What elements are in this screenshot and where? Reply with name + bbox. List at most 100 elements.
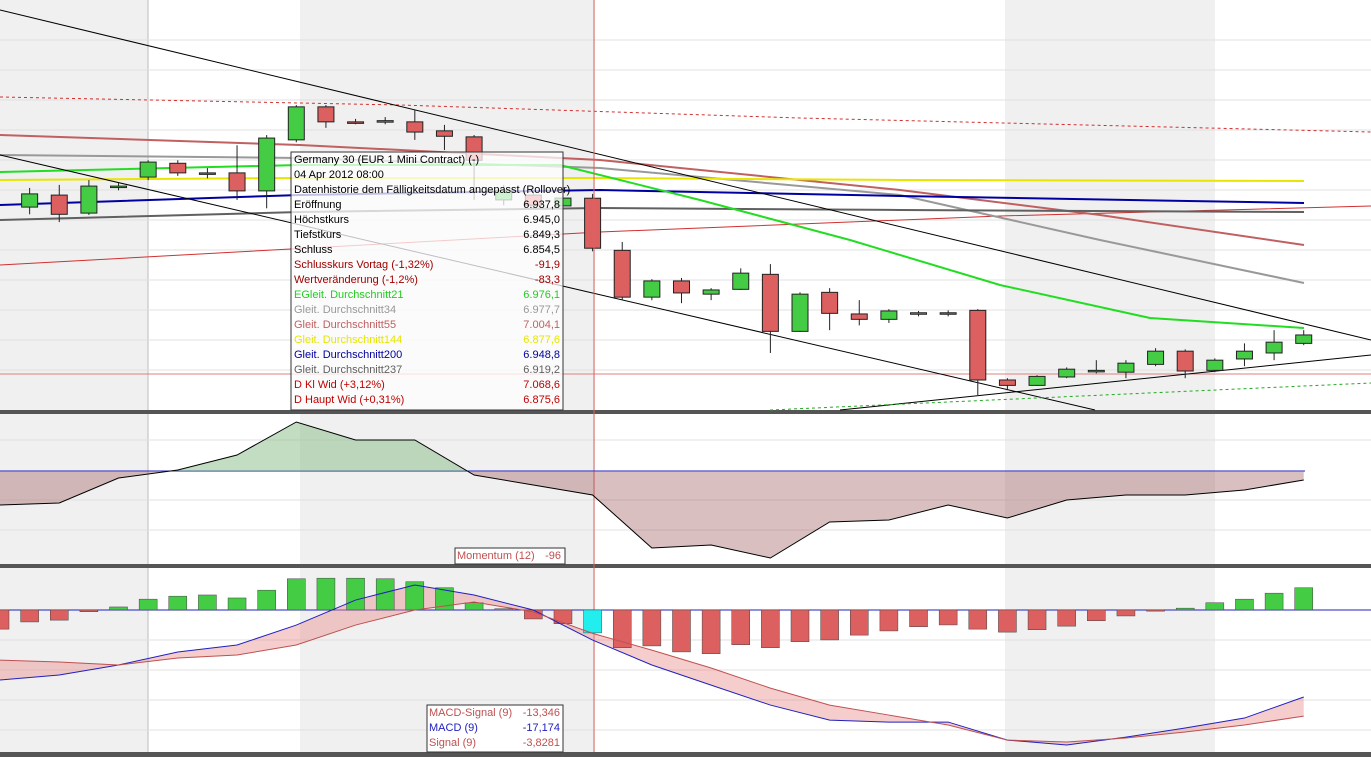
candle-body bbox=[347, 121, 365, 124]
tooltip-row-label: Gleit. Durchschnitt237 bbox=[294, 364, 402, 376]
tooltip-row-label: Schluss bbox=[294, 244, 333, 256]
candle-body bbox=[702, 289, 720, 295]
tooltip-title: Germany 30 (EUR 1 Mini Contract) (-) bbox=[294, 154, 479, 166]
candle-body bbox=[939, 312, 957, 315]
candle-body bbox=[50, 194, 68, 215]
candle-body bbox=[198, 172, 216, 175]
histogram-bar bbox=[1027, 609, 1047, 630]
candle-body bbox=[21, 193, 39, 208]
tooltip-row-label: Höchstkurs bbox=[294, 214, 350, 226]
signal-line bbox=[0, 601, 1304, 743]
tooltip-row-label: Tiefstkurs bbox=[294, 229, 342, 241]
candle-body bbox=[435, 130, 453, 137]
histogram-bar bbox=[0, 609, 10, 630]
candle-body bbox=[1117, 362, 1135, 373]
histogram-bar bbox=[168, 595, 188, 611]
histogram-bar bbox=[1235, 598, 1254, 611]
candle-body bbox=[139, 161, 157, 178]
candle-body bbox=[910, 312, 928, 315]
candle-body bbox=[672, 280, 690, 294]
macd-legend-box bbox=[426, 704, 564, 753]
candle-body bbox=[406, 121, 424, 133]
macd-line bbox=[0, 584, 1304, 746]
macd-legend-label: Signal (9) bbox=[429, 737, 476, 749]
momentum-area-negative bbox=[0, 471, 1304, 558]
candle-body bbox=[258, 137, 276, 192]
histogram-bar bbox=[672, 609, 691, 653]
candle-body bbox=[998, 379, 1016, 386]
histogram-bar bbox=[553, 609, 573, 624]
tooltip-row-label: Eröffnung bbox=[294, 199, 342, 211]
candle-body bbox=[880, 310, 898, 320]
candle-body bbox=[287, 106, 305, 141]
histogram-bar bbox=[109, 606, 128, 611]
tooltip-date: 04 Apr 2012 08:00 bbox=[294, 169, 384, 181]
candle-body bbox=[110, 185, 128, 189]
candle-body bbox=[1087, 369, 1105, 373]
histogram-bar bbox=[1294, 587, 1313, 611]
candle-body bbox=[969, 309, 987, 381]
macd-legend-value: -17,174 bbox=[523, 722, 560, 734]
histogram-bar bbox=[1087, 609, 1106, 621]
candle-body bbox=[1295, 334, 1313, 344]
candle-body bbox=[1147, 350, 1165, 365]
momentum-legend-box bbox=[454, 547, 566, 565]
tooltip-row-label: Wertveränderung (-1,2%) bbox=[294, 274, 418, 286]
tooltip-row-label: D Kl Wid (+3,12%) bbox=[294, 379, 385, 391]
histogram-bar bbox=[1146, 609, 1165, 612]
candle-body bbox=[1058, 368, 1076, 378]
histogram-bar bbox=[257, 589, 276, 611]
tooltip-row-value: 6.875,6 bbox=[523, 394, 560, 406]
histogram-bar bbox=[227, 597, 247, 611]
momentum-legend-label: Momentum (12) bbox=[457, 550, 535, 562]
histogram-bar bbox=[138, 598, 158, 611]
histogram-bar bbox=[20, 609, 39, 623]
tooltip: Germany 30 (EUR 1 Mini Contract) (-) 04 … bbox=[290, 151, 570, 411]
histogram-bar bbox=[464, 602, 484, 611]
candle-body bbox=[584, 197, 602, 249]
histogram-bar bbox=[938, 609, 958, 626]
histogram-bar bbox=[701, 609, 721, 654]
tooltip-row-label: Gleit. Durchschnitt34 bbox=[294, 304, 396, 316]
tooltip-row-label: D Haupt Wid (+0,31%) bbox=[294, 394, 404, 406]
tooltip-row-value: -91,9 bbox=[535, 259, 560, 271]
histogram-bar bbox=[968, 609, 988, 630]
histogram-bar bbox=[1057, 609, 1076, 627]
candle-body bbox=[613, 249, 631, 298]
tooltip-row-label: Gleit. Durchschnitt200 bbox=[294, 349, 402, 361]
histogram-bar bbox=[790, 609, 810, 642]
tooltip-row-value: 6.976,1 bbox=[523, 289, 560, 301]
candle-body bbox=[317, 106, 335, 123]
histogram-bar bbox=[494, 608, 513, 611]
candle-body bbox=[850, 313, 868, 320]
histogram-bar bbox=[287, 578, 306, 611]
histogram-bar bbox=[998, 609, 1017, 633]
candle-body bbox=[376, 120, 394, 123]
histogram-bar bbox=[435, 587, 454, 611]
histogram-bar bbox=[731, 609, 750, 645]
tooltip-row-value: 6.937,8 bbox=[523, 199, 560, 211]
candle-body bbox=[732, 272, 750, 290]
candle-body bbox=[169, 162, 187, 174]
candle-body bbox=[1235, 350, 1253, 360]
histogram-bar bbox=[79, 609, 99, 613]
histogram-bar bbox=[909, 609, 928, 627]
tooltip-row-value: 6.919,2 bbox=[523, 364, 560, 376]
momentum-line bbox=[0, 421, 1304, 559]
tooltip-row-value: 6.945,0 bbox=[523, 214, 560, 226]
histogram-bar bbox=[1116, 609, 1136, 617]
tooltip-row-label: Schlusskurs Vortag (-1,32%) bbox=[294, 259, 433, 271]
tooltip-row-label: Gleit. Durchschnitt55 bbox=[294, 319, 396, 331]
tooltip-row-value: 7.068,6 bbox=[523, 379, 560, 391]
candle-body bbox=[80, 185, 98, 214]
macd-legend-value: -3,8281 bbox=[523, 737, 560, 749]
histogram-bar bbox=[583, 609, 602, 634]
histogram-bar bbox=[1264, 592, 1284, 611]
momentum-area-positive bbox=[0, 422, 1304, 471]
tooltip-row-value: 6.877,6 bbox=[523, 334, 560, 346]
histogram-bar bbox=[198, 594, 217, 611]
tooltip-note: Datenhistorie dem Fälligkeitsdatum angep… bbox=[294, 184, 570, 196]
tooltip-row-value: 6.849,3 bbox=[523, 229, 560, 241]
